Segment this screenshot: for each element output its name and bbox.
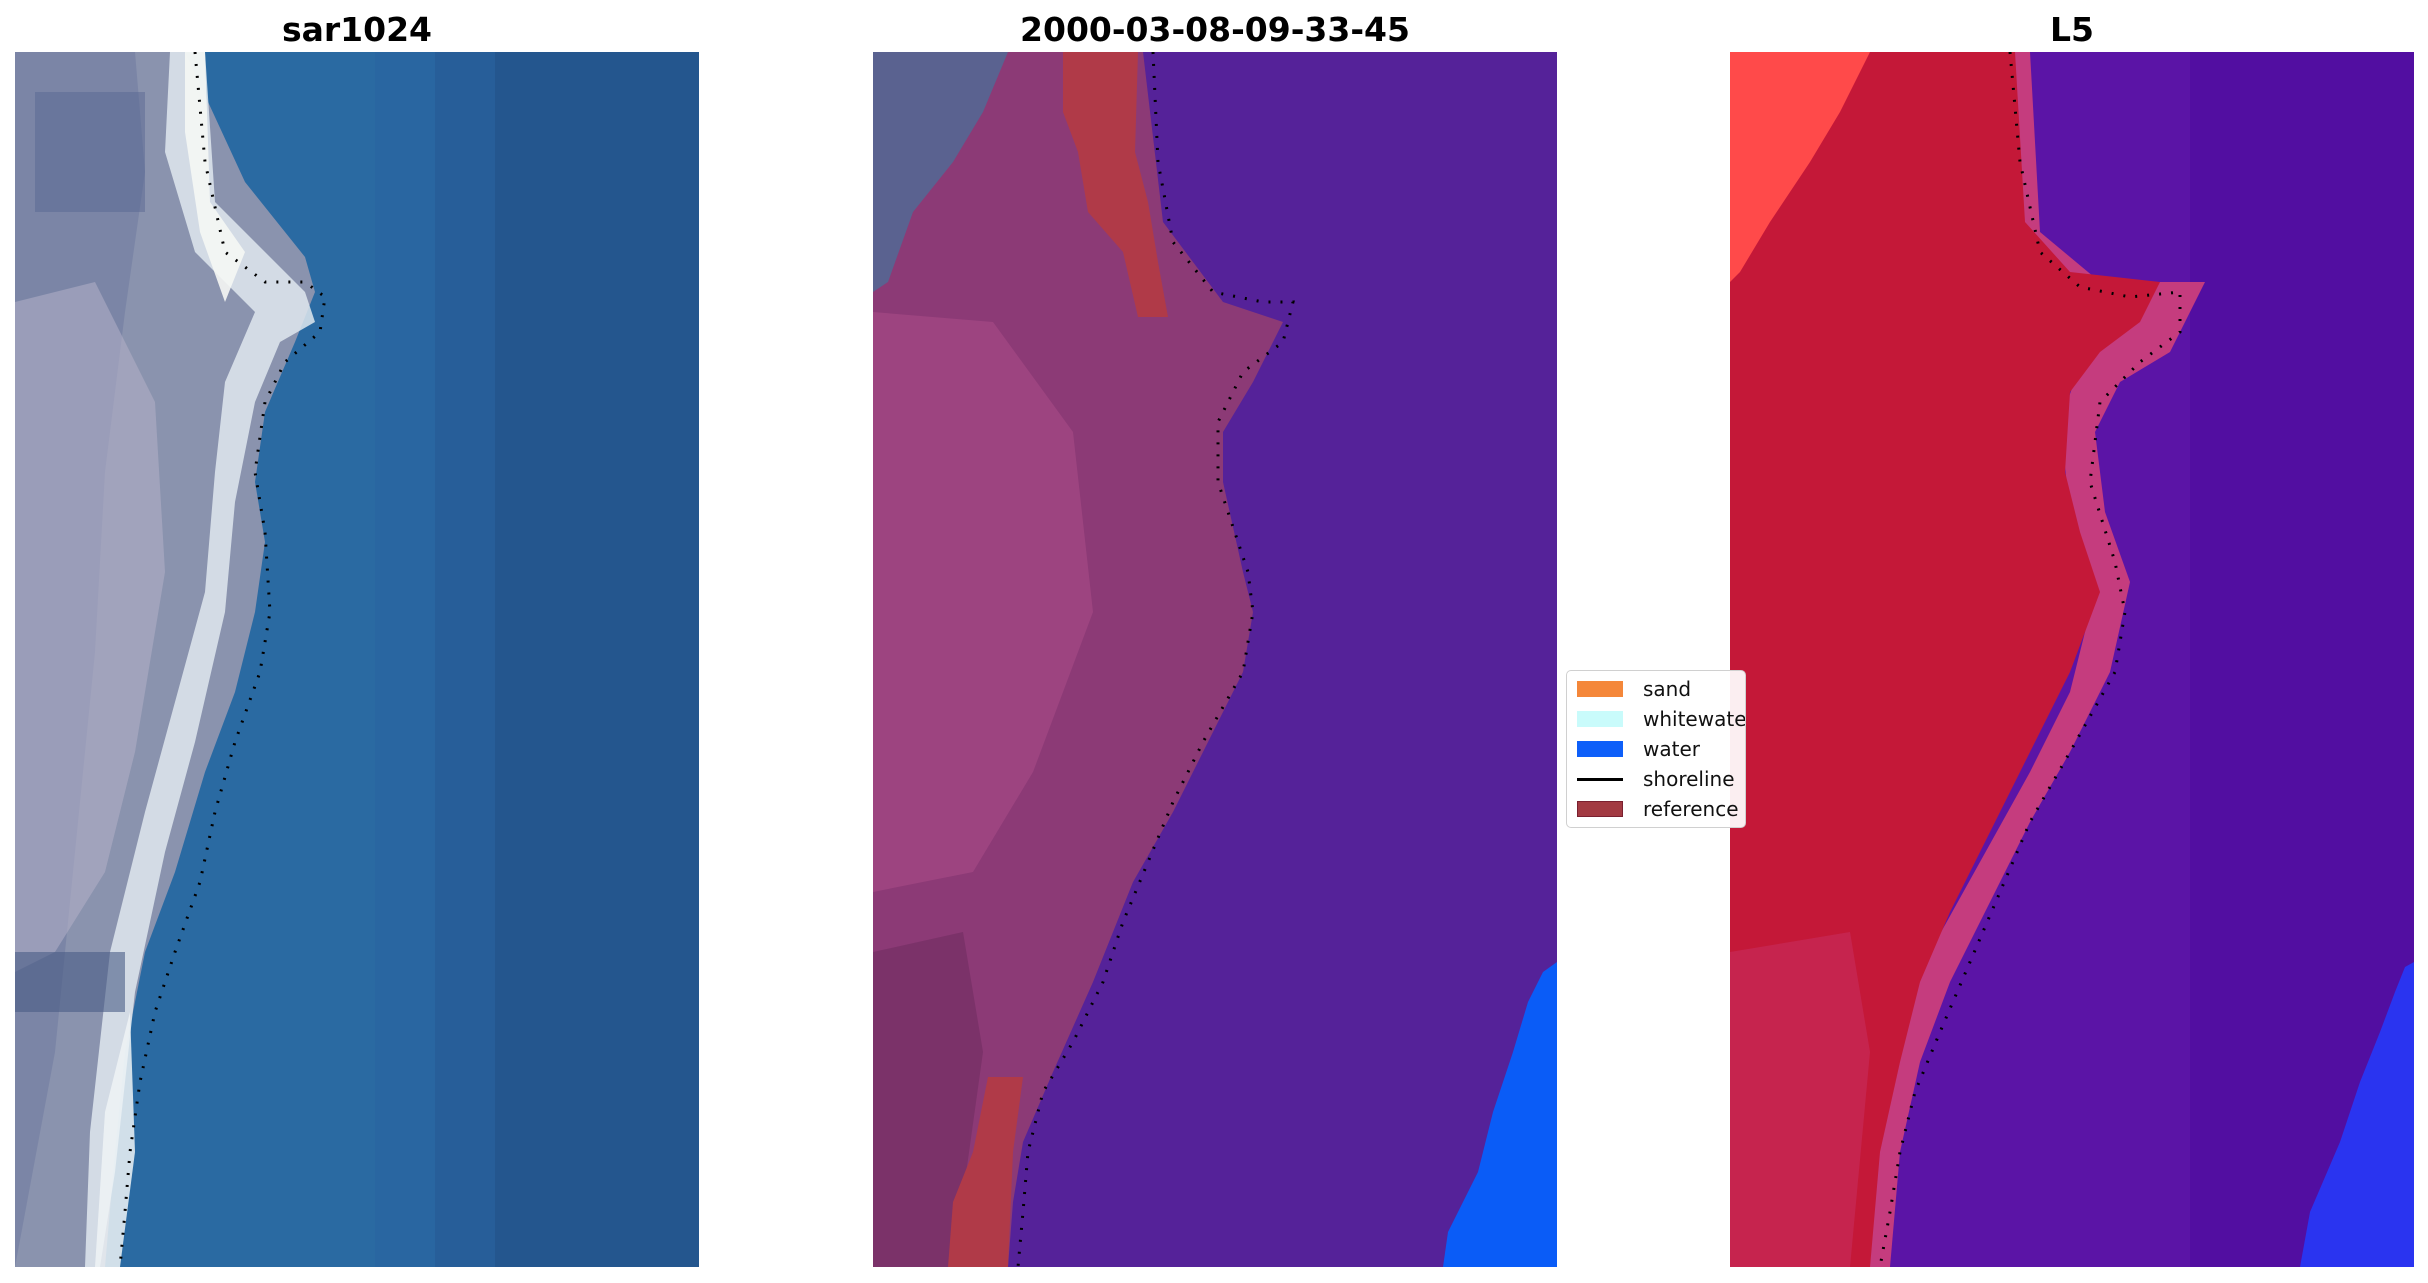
surf-bright-lower xyxy=(95,1012,135,1267)
blue-class-corner xyxy=(2300,962,2414,1267)
land-light-tone xyxy=(15,282,165,972)
edge-band xyxy=(1860,52,2205,1267)
surf-bright xyxy=(185,52,245,302)
legend: sand whitewater water shoreline referenc… xyxy=(1566,670,1746,828)
panel-title-3: L5 xyxy=(2050,10,2094,49)
panel-title-2: 2000-03-08-09-33-45 xyxy=(1020,10,1410,49)
legend-entry-water: water xyxy=(1577,737,1745,761)
shoreline xyxy=(1016,52,1295,1267)
reference-area-top xyxy=(1063,52,1168,317)
legend-label-water: water xyxy=(1643,737,1700,761)
classification-panel xyxy=(873,52,1557,1267)
shoreline xyxy=(1878,52,2182,1267)
satellite-image-panel xyxy=(15,52,699,1267)
legend-entry-reference: reference xyxy=(1577,797,1745,821)
land-pink-tone xyxy=(1730,932,1870,1267)
water-swatch xyxy=(1577,741,1623,757)
sand-swatch xyxy=(1577,681,1623,697)
probability-panel xyxy=(1730,52,2414,1267)
legend-label-shoreline: shoreline xyxy=(1643,767,1735,791)
high-edge-corner xyxy=(1730,52,1870,282)
land-overlay-light xyxy=(873,312,1093,892)
mid-sea-band xyxy=(375,52,495,1267)
legend-entry-sand: sand xyxy=(1577,677,1745,701)
legend-entry-shoreline: shoreline xyxy=(1577,767,1745,791)
sar-image-corner xyxy=(873,52,1008,292)
legend-label-sand: sand xyxy=(1643,677,1692,701)
water-blue-class xyxy=(1443,962,1557,1267)
panel-title-1: sar1024 xyxy=(281,10,433,49)
legend-entry-whitewater: whitewater xyxy=(1577,707,1746,731)
surf-zone xyxy=(85,52,315,1267)
legend-label-reference: reference xyxy=(1643,797,1739,821)
dark-land-patch-2 xyxy=(35,92,145,212)
land-overlay-dark xyxy=(873,932,983,1267)
legend-label-whitewater: whitewater xyxy=(1643,707,1746,731)
dark-land-patch xyxy=(15,952,125,1012)
reference-area-bottom xyxy=(948,1077,1023,1267)
whitewater-swatch xyxy=(1577,711,1623,727)
reference-swatch xyxy=(1577,801,1623,817)
shoreline-line-swatch xyxy=(1577,778,1623,781)
